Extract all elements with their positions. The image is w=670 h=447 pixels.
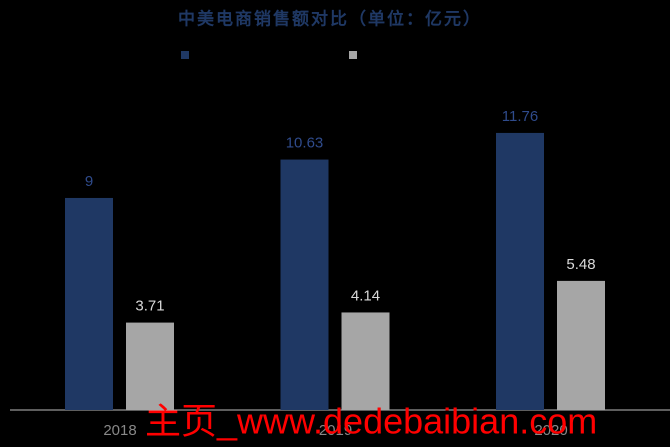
bar xyxy=(126,322,174,410)
bar xyxy=(65,197,113,410)
x-tick-label: 2020 xyxy=(534,422,567,439)
value-label: 5.48 xyxy=(566,256,595,273)
value-label: 9 xyxy=(85,173,93,190)
bar xyxy=(557,280,605,410)
value-label: 3.71 xyxy=(135,298,164,315)
watermark: 主页_www.dedebaibian.com xyxy=(145,401,597,442)
x-tick-label: 2018 xyxy=(103,422,136,439)
x-tick-label: 2019 xyxy=(319,422,352,439)
value-label: 10.63 xyxy=(286,135,324,152)
chart-title: 中美电商销售额对比（单位：亿元） xyxy=(178,8,482,28)
bar xyxy=(280,159,329,410)
legend-swatch xyxy=(349,51,357,59)
bar xyxy=(341,312,390,410)
bar xyxy=(496,132,544,411)
value-label: 11.76 xyxy=(502,108,538,125)
legend-swatch xyxy=(181,51,189,59)
value-label: 4.14 xyxy=(351,287,380,304)
